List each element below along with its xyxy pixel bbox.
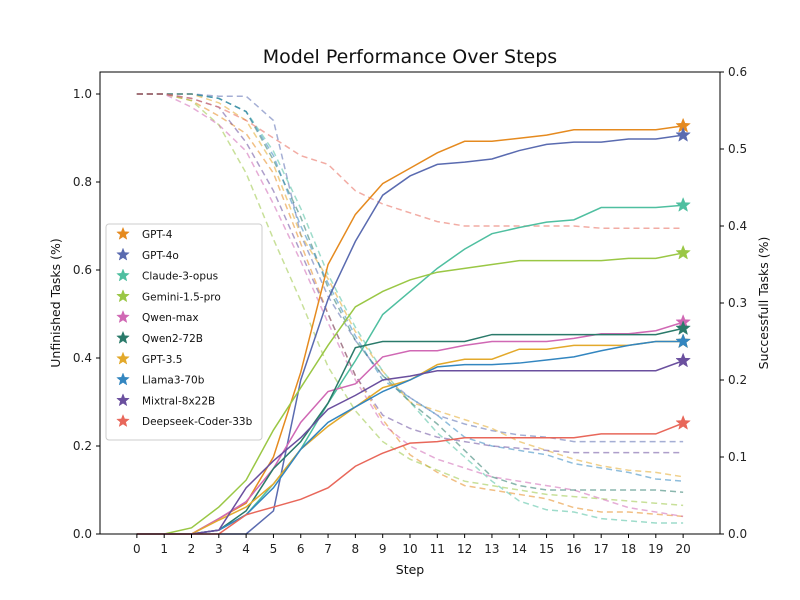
success-line-mixtral-8x22b	[136, 360, 684, 535]
x-tick-label: 18	[621, 542, 636, 556]
end-marker-claude-3-opus	[675, 197, 691, 212]
unfinished-line-mixtral-8x22b	[136, 93, 684, 454]
legend-marker-qwen2-72b	[116, 330, 130, 344]
x-tick-label: 10	[402, 542, 417, 556]
y-axis-label-left: Unfinished Tasks (%)	[48, 238, 63, 367]
x-tick-label: 19	[648, 542, 663, 556]
legend-marker-claude-3-opus	[116, 268, 130, 282]
legend-label-gemini-1-5-pro: Gemini-1.5-pro	[142, 291, 221, 303]
legend-label-llama3-70b: Llama3-70b	[142, 375, 205, 387]
legend-label-claude-3-opus: Claude-3-opus	[142, 271, 218, 283]
x-tick-label: 9	[379, 542, 387, 556]
legend-label-qwen-max: Qwen-max	[142, 312, 199, 324]
x-tick-label: 11	[430, 542, 445, 556]
legend-label-deepseek-coder-33b: Deepseek-Coder-33b	[142, 416, 253, 428]
unfinished-line-llama3-70b	[136, 93, 684, 482]
y-tick-label-right: 0.6	[728, 65, 747, 79]
end-marker-deepseek-coder-33b	[675, 414, 691, 430]
y-axis-label-right: Successfull Tasks (%)	[756, 237, 771, 370]
x-tick-label: 15	[539, 542, 554, 556]
unfinished-line-deepseek-coder-33b	[136, 93, 684, 229]
x-tick-label: 7	[324, 542, 332, 556]
x-tick-label: 12	[457, 542, 472, 556]
legend-marker-gpt-4	[116, 226, 130, 240]
success-lines-group	[136, 117, 691, 535]
y-tick-label-right: 0.0	[728, 527, 747, 541]
legend: GPT-4 GPT-4o Claude-3-opus Gemini-1.5-pro Qw…	[105, 223, 263, 441]
legend-marker-qwen-max	[116, 310, 130, 324]
legend-marker-gpt-4o	[116, 247, 130, 261]
x-tick-label: 3	[215, 542, 223, 556]
x-tick-label: 20	[675, 542, 690, 556]
success-line-deepseek-coder-33b	[136, 422, 684, 535]
y-tick-label-right: 0.4	[728, 219, 747, 233]
y-tick-label-left: 0.2	[73, 439, 92, 453]
legend-label-qwen2-72b: Qwen2-72B	[142, 333, 203, 345]
legend-marker-mixtral-8x22b	[116, 393, 130, 407]
unfinished-line-gemini-1-5-pro	[136, 93, 684, 507]
legend-label-gpt-4: GPT-4	[142, 229, 173, 241]
success-line-llama3-70b	[136, 340, 684, 535]
x-tick-label: 4	[242, 542, 250, 556]
y-tick-label-right: 0.2	[728, 373, 747, 387]
x-tick-label: 2	[188, 542, 196, 556]
y-tick-label-left: 1.0	[73, 87, 92, 101]
legend-marker-gpt-3-5	[116, 351, 130, 365]
success-line-qwen2-72b	[136, 327, 684, 535]
x-tick-label: 8	[352, 542, 360, 556]
end-marker-mixtral-8x22b	[675, 352, 691, 368]
x-tick-label: 5	[270, 542, 278, 556]
y-tick-label-right: 0.5	[728, 142, 747, 156]
success-line-qwen-max	[136, 321, 684, 535]
x-tick-label: 17	[594, 542, 609, 556]
end-marker-gemini-1-5-pro	[675, 244, 691, 260]
end-marker-gpt-4o	[675, 126, 691, 142]
success-line-gemini-1-5-pro	[136, 252, 684, 535]
unfinished-line-gpt-3-5	[136, 93, 684, 478]
end-marker-llama3-70b	[675, 333, 691, 349]
y-tick-label-right: 0.3	[728, 296, 747, 310]
x-axis-label: Step	[396, 562, 425, 577]
x-tick-label: 14	[512, 542, 527, 556]
y-tick-label-left: 0.0	[73, 527, 92, 541]
unfinished-line-qwen-max	[136, 93, 684, 518]
unfinished-line-gpt-4o	[136, 93, 684, 443]
unfinished-line-gpt-4	[136, 93, 684, 518]
legend-label-gpt-3-5: GPT-3.5	[142, 354, 182, 366]
end-marker-qwen2-72b	[675, 320, 691, 336]
unfinished-lines-group	[136, 93, 684, 524]
legend-frame	[105, 223, 263, 441]
x-tick-label: 16	[566, 542, 581, 556]
legend-marker-deepseek-coder-33b	[116, 414, 130, 428]
y-tick-label-left: 0.8	[73, 175, 92, 189]
legend-label-mixtral-8x22b: Mixtral-8x22B	[142, 395, 215, 407]
legend-marker-llama3-70b	[116, 372, 130, 386]
legend-label-gpt-4o: GPT-4o	[142, 250, 179, 262]
legend-marker-gemini-1-5-pro	[116, 289, 130, 303]
y-tick-label-left: 0.6	[73, 263, 92, 277]
chart-title: Model Performance Over Steps	[263, 46, 557, 68]
x-tick-label: 6	[297, 542, 305, 556]
x-tick-label: 13	[484, 542, 499, 556]
y-tick-label-left: 0.4	[73, 351, 92, 365]
x-tick-label: 1	[160, 542, 168, 556]
x-tick-label: 0	[133, 542, 141, 556]
y-tick-label-right: 0.1	[728, 450, 747, 464]
